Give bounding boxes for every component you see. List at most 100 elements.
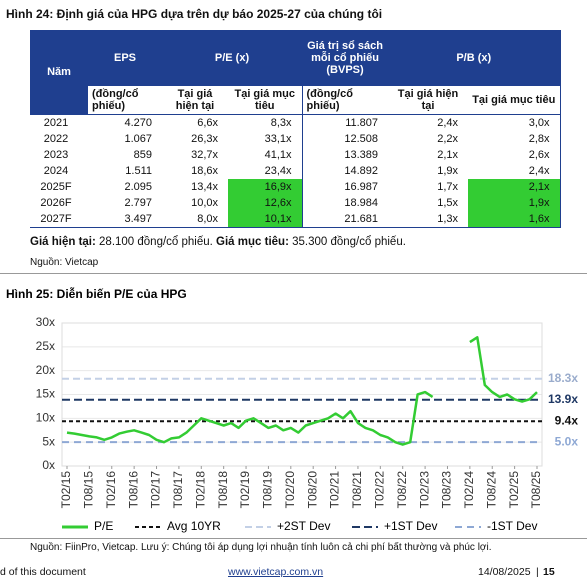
footer-date: 14/08/2025 xyxy=(478,566,531,578)
note-text: Giá mục tiêu: xyxy=(216,236,289,248)
y-tick-label: 0x xyxy=(42,458,55,472)
table-cell: 2,6x xyxy=(528,149,550,161)
y-tick-label: 5x xyxy=(42,434,55,448)
header-cell: Tại giá hiện tại xyxy=(162,86,228,115)
table-source: Nguồn: Vietcap xyxy=(30,257,99,268)
table-cell: 11.807 xyxy=(301,114,389,131)
table-row: 2024 1.511 18,6x 23,4x 14.892 1,9x 2,4x xyxy=(30,163,560,179)
table-cell: 23,4x xyxy=(264,165,292,177)
x-tick-label: T02/22 xyxy=(373,471,387,509)
x-tick-label: T02/20 xyxy=(283,471,297,509)
x-tick-label: T02/19 xyxy=(238,471,252,509)
table-cell: 3.497 xyxy=(124,213,152,225)
header-cell: P/E (x) xyxy=(162,30,303,86)
table-cell: 1,3x xyxy=(437,213,459,225)
reference-label: 9.4x xyxy=(555,413,579,427)
table-cell: 10,0x xyxy=(191,197,218,209)
header-cell: (đồng/cổ phiếu) xyxy=(301,86,389,115)
table-cell: 859 xyxy=(133,149,152,161)
divider xyxy=(0,273,587,274)
table-cell: 2,1x xyxy=(437,149,459,161)
x-tick-label: T08/25 xyxy=(529,471,543,509)
table-cell: 2,4x xyxy=(437,117,459,129)
reference-label: 13.9x xyxy=(548,392,578,406)
table-cell: 18,6x xyxy=(191,165,218,177)
table-cell: 1,9x xyxy=(437,165,459,177)
table-cell: 2022 xyxy=(43,133,69,145)
table-cell: 13,4x xyxy=(191,181,218,193)
table-cell: 12,6x xyxy=(228,195,303,211)
legend-label: -1ST Dev xyxy=(487,519,537,533)
table-cell: 32,7x xyxy=(191,149,218,161)
table-cell: 12.508 xyxy=(301,131,389,147)
table-cell: 2025F xyxy=(40,181,72,193)
note-text: 28.100 đồng/cổ phiếu. xyxy=(95,236,217,248)
table-cell: 41,1x xyxy=(264,149,292,161)
table-cell: 16.987 xyxy=(301,179,389,195)
x-tick-label: T02/24 xyxy=(462,471,476,509)
x-tick-label: T08/24 xyxy=(484,471,498,509)
header-cell: Tại giá hiện tại xyxy=(388,86,469,115)
x-tick-label: T02/25 xyxy=(507,471,521,509)
table-cell: 21.681 xyxy=(301,211,389,228)
y-tick-label: 15x xyxy=(36,387,55,401)
table-cell: 1,6x xyxy=(468,211,561,228)
x-tick-label: T08/21 xyxy=(350,471,364,509)
footer-separator: | xyxy=(536,566,539,578)
table-cell: 8,3x xyxy=(270,117,292,129)
table-row: 2026F 2.797 10,0x 12,6x 18.984 1,5x 1,9x xyxy=(30,195,561,211)
table-row: 2027F 3.497 8,0x 10,1x 21.681 1,3x 1,6x xyxy=(30,211,561,228)
x-tick-label: T08/17 xyxy=(171,471,185,509)
chart: Hình 25: Diễn biến P/E của HPG 0x 5x 10x 15… xyxy=(6,286,579,533)
reference-label: 5.0x xyxy=(555,434,579,448)
table-cell: 18.984 xyxy=(301,195,389,211)
header-cell: Năm xyxy=(30,30,88,115)
pe-line xyxy=(66,336,538,446)
table-row: 2025F 2.095 13,4x 16,9x 16.987 1,7x 2,1x xyxy=(30,179,561,195)
x-tick-label: T08/22 xyxy=(395,471,409,509)
table-cell: 2026F xyxy=(40,197,72,209)
table-cell: 1.067 xyxy=(124,133,152,145)
table-cell: 14.892 xyxy=(301,163,389,179)
x-tick-label: T08/19 xyxy=(261,471,275,509)
header-cell: Tại giá mục tiêu xyxy=(468,86,561,115)
table-cell: 2,4x xyxy=(528,165,550,177)
header-row: (đồng/cổ phiếu) Tại giá hiện tại Tại giá m… xyxy=(30,86,561,115)
header-row: Năm EPS P/E (x) Giá trị sổ sách mỗi cổ phiế… xyxy=(30,30,561,115)
table-cell: 2.095 xyxy=(124,181,152,193)
chart-title: Hình 25: Diễn biến P/E của HPG xyxy=(6,286,187,301)
y-tick-label: 10x xyxy=(36,411,55,425)
table-cell: 1.511 xyxy=(125,165,152,177)
header-cell: Giá trị sổ sách mỗi cổ phiếu (BVPS) xyxy=(302,30,389,86)
table-cell: 1,5x xyxy=(437,197,459,209)
table-row: 2021 4.270 6,6x 8,3x 11.807 2,4x 3,0x xyxy=(30,114,560,131)
table-cell: 8,0x xyxy=(197,213,218,225)
footer-left: d of this document xyxy=(0,566,86,578)
legend-label: Avg 10YR xyxy=(167,519,221,533)
table-cell: 6,6x xyxy=(197,117,218,129)
footer-link[interactable]: www.vietcap.com.vn xyxy=(228,566,324,578)
y-tick-label: 30x xyxy=(36,315,55,329)
table-cell: 3,0x xyxy=(528,117,550,129)
x-tick-label: T08/18 xyxy=(216,471,230,509)
table-title: Hình 24: Định giá của HPG dựa trên dự bá… xyxy=(6,7,383,21)
table-cell: 2024 xyxy=(43,165,69,177)
table-cell: 2.797 xyxy=(124,197,152,209)
table-cell: 10,1x xyxy=(228,211,303,228)
table-cell: 33,1x xyxy=(264,133,292,145)
header-cell: (đồng/cổ phiếu) xyxy=(88,86,162,115)
valuation-table: Năm EPS P/E (x) Giá trị sổ sách mỗi cổ phiế… xyxy=(30,30,561,228)
note-text: Giá hiện tại: xyxy=(30,236,96,248)
table-cell: 2,1x xyxy=(468,179,561,195)
table-cell: 26,3x xyxy=(191,133,218,145)
chart-source: Nguồn: FiinPro, Vietcap. Lưu ý: Chúng tô… xyxy=(30,542,492,553)
table-row: 2022 1.067 26,3x 33,1x 12.508 2,2x 2,8x xyxy=(30,131,560,147)
x-tick-label: T08/20 xyxy=(305,471,319,509)
table-cell: 2027F xyxy=(40,213,72,225)
legend-label: +1ST Dev xyxy=(384,519,437,533)
x-tick-label: T02/17 xyxy=(149,471,163,509)
x-tick-label: T08/16 xyxy=(126,471,140,509)
legend-label: P/E xyxy=(94,519,113,533)
table-cell: 1,9x xyxy=(468,195,561,211)
header-cell: EPS xyxy=(88,30,162,86)
